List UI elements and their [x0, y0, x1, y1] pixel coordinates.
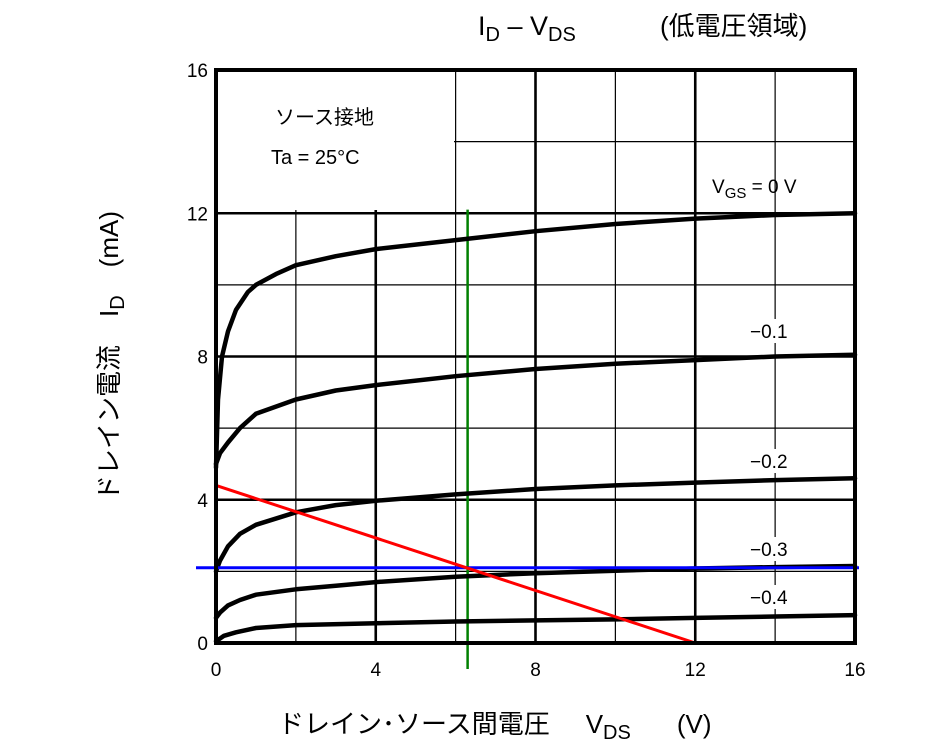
x-tick-label: 12 — [685, 660, 706, 681]
y-axis-symbol: I — [94, 310, 124, 317]
x-tick-label: 8 — [530, 660, 541, 681]
annotation-line-1: ソース接地 — [275, 106, 374, 129]
y-axis-unit: (mA) — [94, 211, 124, 267]
y-tick-label: 8 — [197, 348, 208, 369]
chart-title-region: (低電圧領域) — [660, 11, 807, 41]
chart-title: ID – VDS — [478, 11, 576, 46]
y-tick-label: 0 — [197, 634, 208, 655]
overlays-top — [196, 484, 859, 645]
series-label-3: −0.3 — [750, 540, 788, 561]
x-tick-label: 16 — [844, 660, 865, 681]
annotation-box — [216, 70, 454, 210]
plot-frame — [214, 68, 857, 645]
series-label-bg — [746, 319, 802, 343]
series-label-bg — [746, 449, 802, 473]
y-tick-label: 4 — [197, 491, 208, 512]
svg-text:ドレイン電流ID(mA): ドレイン電流ID(mA) — [94, 211, 129, 501]
x-tick-label: 4 — [370, 660, 381, 681]
curve-series-0 — [213, 211, 858, 470]
y-axis-label: ドレイン電流ID(mA) — [94, 211, 129, 501]
y-tick-label: 16 — [187, 61, 208, 82]
red-load-line — [215, 484, 696, 645]
grid — [216, 70, 855, 643]
series-label-2: −0.2 — [750, 452, 788, 473]
x-tick-label: 0 — [211, 660, 222, 681]
x-axis-label: ドレイン･ソース間電圧 VDS (V) — [278, 709, 712, 744]
series-labels: VGS = 0 V −0.1 −0.2 −0.3 −0.4 — [712, 177, 802, 609]
curve-series-2 — [213, 476, 858, 574]
y-tick-label: 12 — [187, 204, 208, 225]
series-label-0: VGS = 0 V — [712, 177, 797, 202]
series-label-4: −0.4 — [750, 588, 788, 609]
series-label-bg — [746, 537, 802, 561]
tick-labels: 0 4 8 12 16 0 4 8 12 16 — [187, 61, 866, 681]
series-label-bg — [746, 585, 802, 609]
curve-series-1 — [213, 352, 858, 467]
curve-series-4 — [213, 612, 858, 644]
y-axis-label-text: ドレイン電流 — [94, 345, 124, 501]
annotation-line-2: Ta = 25°C — [271, 147, 360, 169]
series-label-1: −0.1 — [750, 322, 788, 343]
